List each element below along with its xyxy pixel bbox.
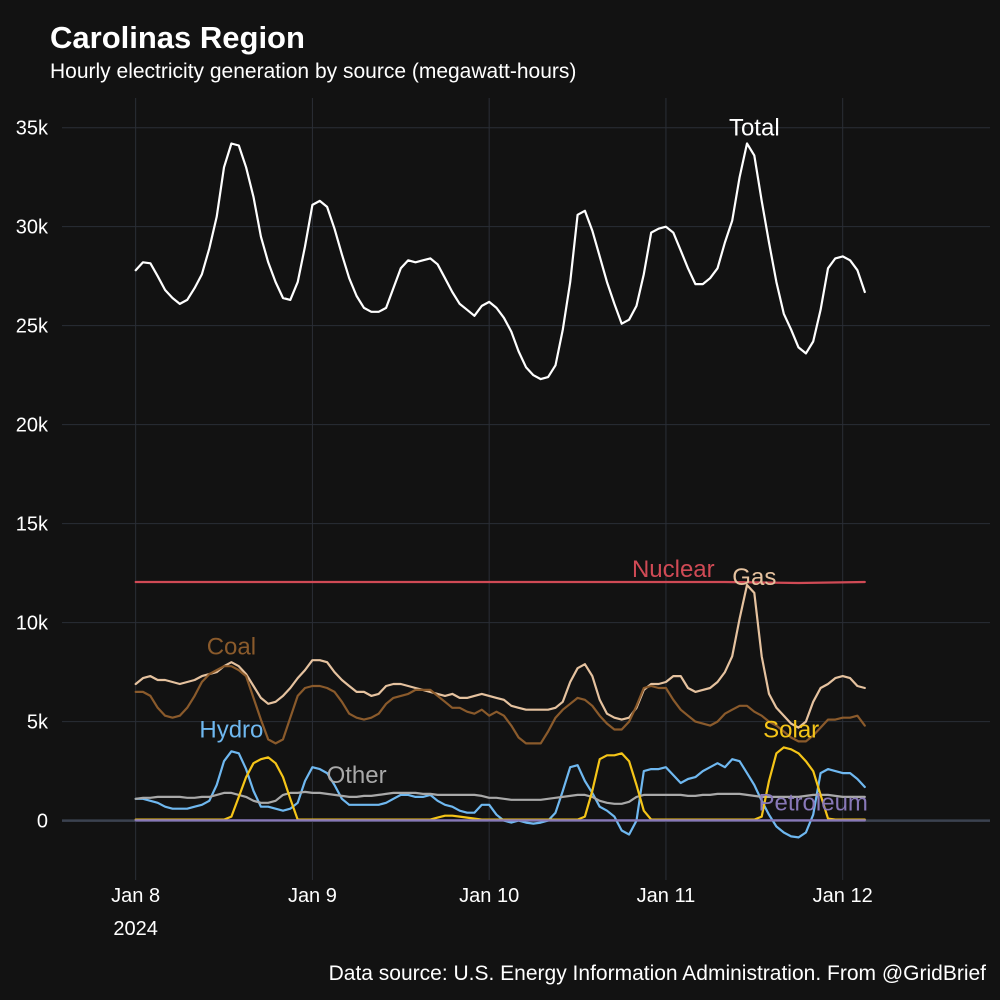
y-tick-label: 35k [16, 118, 49, 140]
series-label-total: Total [729, 115, 780, 142]
y-tick-label: 0 [37, 811, 48, 833]
series-line-nuclear [134, 580, 866, 585]
y-tick-label: 30k [16, 217, 49, 239]
series-label-nuclear: Nuclear [632, 556, 715, 583]
y-tick-label: 10k [16, 613, 49, 635]
series-line-hydro [134, 750, 866, 839]
series-label-petroleum: Petroleum [759, 790, 868, 817]
series-line-solar [134, 746, 866, 821]
series-label-solar: Solar [763, 716, 819, 743]
series-line-gas [134, 583, 866, 729]
chart-subtitle: Hourly electricity generation by source … [50, 60, 577, 83]
chart-title: Carolinas Region [50, 20, 305, 55]
x-tick-label: Jan 11 [637, 885, 696, 907]
series-label-layer: Total Nuclear Gas Coal Hydro Other Solar Petrol… [199, 115, 868, 817]
series-line-total [134, 142, 866, 381]
series-line-coal [134, 665, 866, 745]
axis-layer: 0 5k 10k 15k 20k 25k 30k 35k Jan 8 Jan 9 Jan 10 Jan… [16, 118, 873, 940]
source-note: Data source: U.S. Energy Information Adm… [328, 962, 986, 985]
series-layer [134, 142, 866, 839]
x-tick-label: Jan 12 [813, 885, 873, 907]
series-label-gas: Gas [732, 564, 776, 591]
y-tick-label: 5k [27, 712, 49, 734]
series-label-hydro: Hydro [199, 716, 263, 743]
y-tick-label: 15k [16, 514, 49, 536]
x-tick-label: Jan 9 [288, 885, 337, 907]
grid-layer [62, 98, 990, 880]
x-tick-label: Jan 8 [111, 885, 160, 907]
series-label-other: Other [327, 762, 387, 789]
y-tick-label: 25k [16, 316, 49, 338]
x-tick-sublabel: 2024 [113, 918, 158, 940]
x-tick-label: Jan 10 [459, 885, 519, 907]
series-line-other [134, 790, 866, 805]
y-tick-label: 20k [16, 415, 49, 437]
series-label-coal: Coal [207, 633, 256, 660]
